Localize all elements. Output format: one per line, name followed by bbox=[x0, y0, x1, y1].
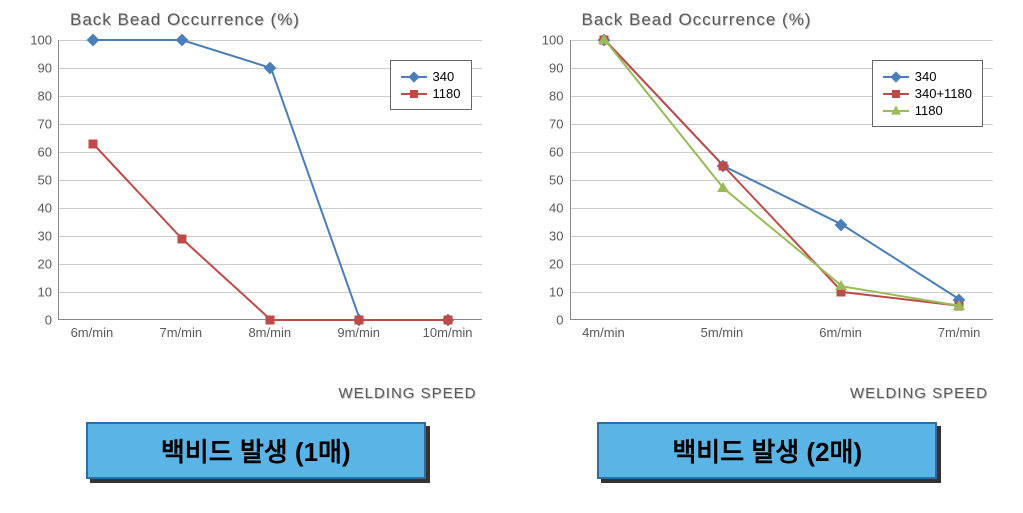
chart1-caption: 백비드 발생 (1매) bbox=[86, 422, 426, 479]
chart1-x-tick-label: 9m/min bbox=[337, 325, 380, 340]
chart1-x-tick-label: 10m/min bbox=[423, 325, 473, 340]
chart2-area: 0102030405060708090100 4m/min5m/min6m/mi… bbox=[532, 40, 1004, 350]
chart1-legend-item: 1180 bbox=[401, 86, 461, 101]
chart1-y-tick-label: 60 bbox=[38, 145, 52, 160]
chart1-legend-line-icon bbox=[401, 76, 427, 78]
chart2-x-tick-label: 5m/min bbox=[701, 325, 744, 340]
chart1-legend-marker-icon bbox=[410, 90, 418, 98]
chart2-caption: 백비드 발생 (2매) bbox=[597, 422, 937, 479]
chart2-y-tick-label: 20 bbox=[549, 257, 563, 272]
chart2-y-tick-label: 10 bbox=[549, 285, 563, 300]
chart1-y-tick-label: 70 bbox=[38, 117, 52, 132]
chart2-y-tick-label: 40 bbox=[549, 201, 563, 216]
chart1-marker bbox=[354, 316, 363, 325]
chart2-legend-line-icon bbox=[883, 93, 909, 95]
chart1-marker bbox=[88, 139, 97, 148]
chart2-x-axis-title: WELDING SPEED bbox=[532, 385, 989, 402]
chart2-y-tick-label: 90 bbox=[549, 61, 563, 76]
chart1-y-tick-label: 40 bbox=[38, 201, 52, 216]
chart1-x-tick-label: 6m/min bbox=[71, 325, 114, 340]
chart1-y-tick-label: 90 bbox=[38, 61, 52, 76]
chart2-y-tick-label: 70 bbox=[549, 117, 563, 132]
chart1-y-tick-label: 100 bbox=[30, 33, 52, 48]
chart2-marker bbox=[717, 182, 729, 192]
chart2-legend-label: 1180 bbox=[915, 103, 943, 118]
chart2-y-tick-label: 80 bbox=[549, 89, 563, 104]
chart2-x-tick-label: 7m/min bbox=[938, 325, 981, 340]
chart2-y-axis: 0102030405060708090100 bbox=[532, 40, 567, 320]
chart1-marker bbox=[177, 234, 186, 243]
chart1-marker bbox=[443, 316, 452, 325]
chart1-title: Back Bead Occurrence (%) bbox=[70, 10, 492, 30]
chart1-y-tick-label: 50 bbox=[38, 173, 52, 188]
chart1-y-axis: 0102030405060708090100 bbox=[20, 40, 55, 320]
chart2-legend-item: 340+1180 bbox=[883, 86, 972, 101]
chart2-legend-line-icon bbox=[883, 76, 909, 78]
charts-container: Back Bead Occurrence (%) 0 10 20 30 40 50 60 70… bbox=[0, 0, 1023, 489]
chart1-x-tick-label: 7m/min bbox=[160, 325, 203, 340]
chart1-legend-marker-icon bbox=[408, 71, 419, 82]
chart2-legend-label: 340+1180 bbox=[915, 86, 972, 101]
chart1-legend: 340 1180 bbox=[390, 60, 472, 110]
chart1-area: 0102030405060708090100 6m/min7m/min8m/mi… bbox=[20, 40, 492, 350]
chart1-x-labels: 6m/min 7m/min 8m/min 9m/min 10m/min bbox=[58, 325, 482, 345]
chart1-legend-label: 1180 bbox=[433, 86, 461, 101]
chart1-x-tick-label: 8m/min bbox=[248, 325, 291, 340]
chart2-y-tick-label: 100 bbox=[542, 33, 564, 48]
chart2-caption-box: 백비드 발생 (2매) bbox=[597, 422, 937, 479]
chart2-x-tick-label: 4m/min bbox=[582, 325, 625, 340]
chart2-legend-marker-icon bbox=[892, 90, 900, 98]
chart1-caption-box: 백비드 발생 (1매) bbox=[86, 422, 426, 479]
chart1-legend-item: 340 bbox=[401, 69, 461, 84]
chart1-marker bbox=[266, 316, 275, 325]
chart2-legend-marker-icon bbox=[891, 105, 901, 114]
chart2-legend: 340 340+1180 1180 bbox=[872, 60, 983, 127]
chart2-legend-item: 340 bbox=[883, 69, 972, 84]
chart2-y-tick-label: 30 bbox=[549, 229, 563, 244]
chart2-y-tick-label: 50 bbox=[549, 173, 563, 188]
chart2-y-tick-label: 60 bbox=[549, 145, 563, 160]
chart1-legend-label: 340 bbox=[433, 69, 455, 84]
chart-panel-1: Back Bead Occurrence (%) 0 10 20 30 40 50 60 70… bbox=[20, 10, 492, 479]
chart1-x-axis-title: WELDING SPEED bbox=[20, 385, 477, 402]
chart2-title: Back Bead Occurrence (%) bbox=[582, 10, 1004, 30]
chart1-legend-line-icon bbox=[401, 93, 427, 95]
chart2-legend-marker-icon bbox=[890, 71, 901, 82]
chart2-legend-line-icon bbox=[883, 110, 909, 112]
chart2-x-tick-label: 6m/min bbox=[819, 325, 862, 340]
chart2-marker bbox=[835, 280, 847, 290]
chart2-y-tick-label: 0 bbox=[556, 313, 563, 328]
chart2-marker bbox=[953, 300, 965, 310]
chart2-marker bbox=[598, 34, 610, 44]
chart1-y-tick-label: 10 bbox=[38, 285, 52, 300]
chart-panel-2: Back Bead Occurrence (%) 0 10 20 30 40 50 60 70… bbox=[532, 10, 1004, 479]
chart1-y-tick-label: 20 bbox=[38, 257, 52, 272]
chart1-y-tick-label: 30 bbox=[38, 229, 52, 244]
chart2-legend-item: 1180 bbox=[883, 103, 972, 118]
chart1-y-tick-label: 80 bbox=[38, 89, 52, 104]
chart2-x-labels: 4m/min 5m/min 6m/min 7m/min bbox=[570, 325, 994, 345]
chart2-legend-label: 340 bbox=[915, 69, 937, 84]
chart1-y-tick-label: 0 bbox=[45, 313, 52, 328]
